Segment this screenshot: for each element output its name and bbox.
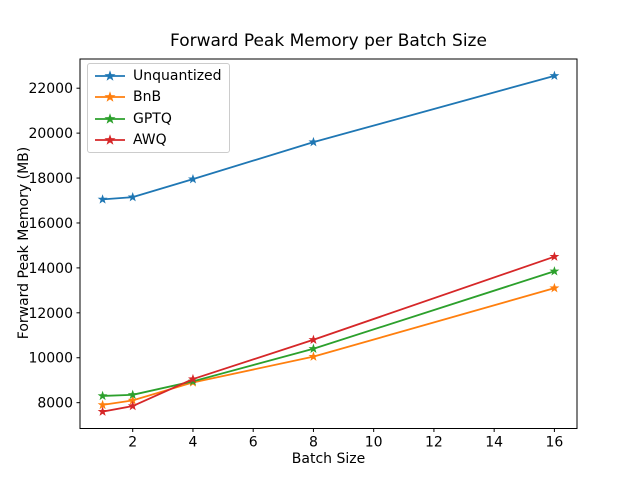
data-point-unquantized xyxy=(308,136,319,147)
data-point-gptq xyxy=(308,343,319,353)
y-tick-label: 22000 xyxy=(28,81,73,97)
legend-marker-bnb xyxy=(95,91,125,102)
legend-star-icon xyxy=(104,134,116,145)
legend-label: Unquantized xyxy=(133,67,222,84)
legend-marker-gptq xyxy=(95,112,125,124)
legend-item-unquantized: Unquantized xyxy=(93,65,229,87)
chart-title: Forward Peak Memory per Batch Size xyxy=(170,31,487,51)
data-point-awq xyxy=(188,373,198,384)
x-tick-label: 16 xyxy=(545,435,563,451)
data-point-unquantized xyxy=(549,70,560,81)
legend-marker-unquantized xyxy=(95,69,125,81)
y-tick-label: 10000 xyxy=(28,351,73,367)
legend-item-gptq: GPTQ xyxy=(93,108,229,130)
y-tick-label: 16000 xyxy=(28,216,73,232)
data-point-bnb xyxy=(549,282,560,293)
data-point-gptq xyxy=(97,390,108,401)
data-point-bnb xyxy=(308,351,319,361)
series-line-gptq xyxy=(102,270,555,397)
data-point-awq xyxy=(549,251,560,261)
x-tick-label: 14 xyxy=(485,435,503,451)
legend-label: GPTQ xyxy=(133,110,172,127)
legend-item-awq: AWQ xyxy=(93,130,229,152)
legend-label: BnB xyxy=(133,89,162,106)
series-layer xyxy=(97,70,560,416)
data-point-awq xyxy=(97,406,108,416)
axes-layer: 8000 10000 12000 14000 16000 18000 20000 22000 2… xyxy=(28,58,578,451)
x-axis-label: Batch Size xyxy=(291,451,366,467)
series-line-bnb xyxy=(102,287,555,406)
y-tick-label: 8000 xyxy=(37,396,73,412)
data-point-bnb xyxy=(127,395,138,405)
data-point-awq xyxy=(308,334,319,344)
legend-label: AWQ xyxy=(133,132,167,149)
data-point-gptq xyxy=(127,389,138,400)
series-line-awq xyxy=(102,255,555,413)
x-tick-label: 2 xyxy=(128,435,137,451)
legend: Unquantized BnB GPTQ AWQ xyxy=(87,63,230,153)
data-point-awq xyxy=(127,400,138,411)
y-tick-label: 18000 xyxy=(28,171,73,187)
y-tick-label: 20000 xyxy=(28,126,73,142)
legend-star-icon xyxy=(104,69,116,81)
y-axis-label: Forward Peak Memory (MB) xyxy=(16,146,32,340)
x-tick-label: 6 xyxy=(249,435,258,451)
y-tick-label: 12000 xyxy=(28,306,73,322)
data-point-unquantized xyxy=(188,173,198,184)
plot-spines xyxy=(79,58,578,429)
x-tick-label: 4 xyxy=(188,435,197,451)
y-tick-label: 14000 xyxy=(28,261,73,277)
x-tick-label: 12 xyxy=(425,435,443,451)
data-point-gptq xyxy=(549,266,560,276)
data-point-unquantized xyxy=(127,191,138,202)
x-tick-label: 10 xyxy=(365,435,383,451)
legend-item-bnb: BnB xyxy=(93,87,229,109)
data-point-unquantized xyxy=(97,194,108,204)
legend-star-icon xyxy=(104,112,116,124)
x-tick-label: 8 xyxy=(309,435,318,451)
data-point-bnb xyxy=(97,399,108,410)
legend-marker-awq xyxy=(95,134,125,145)
legend-star-icon xyxy=(104,91,116,102)
